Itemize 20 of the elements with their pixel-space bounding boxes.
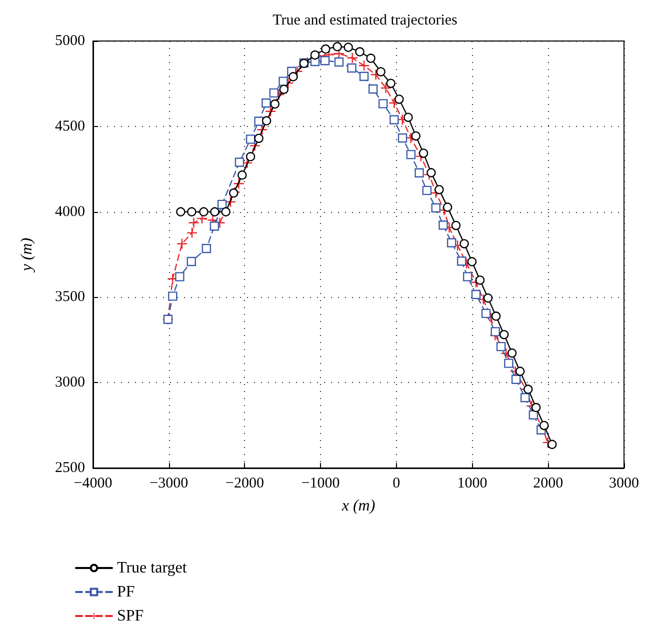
- x-tick-label: −2000: [225, 476, 264, 492]
- x-axis-title: x (m): [340, 498, 376, 514]
- x-tick-label: −3000: [150, 476, 188, 492]
- x-tick-label: 0: [392, 476, 400, 492]
- x-tick-label: 3000: [609, 476, 639, 492]
- legend-label: SPF: [117, 608, 144, 624]
- y-tick-label: 3500: [55, 289, 85, 306]
- x-tick-label: −1000: [301, 476, 340, 492]
- x-tick-label: 2000: [533, 476, 564, 492]
- y-axis-title: y (m): [18, 238, 36, 274]
- x-tick-label: −4000: [74, 476, 112, 492]
- y-tick-label: 4000: [55, 204, 85, 220]
- y-tick-label: 5000: [55, 33, 85, 49]
- chart-title: True and estimated trajectories: [272, 12, 458, 28]
- y-tick-label: 3000: [55, 374, 85, 391]
- legend-label: True target: [117, 560, 188, 576]
- y-tick-label: 2500: [55, 460, 85, 476]
- legend-label: PF: [117, 584, 135, 600]
- x-tick-label: 1000: [457, 476, 488, 492]
- y-tick-label: 4500: [55, 118, 85, 134]
